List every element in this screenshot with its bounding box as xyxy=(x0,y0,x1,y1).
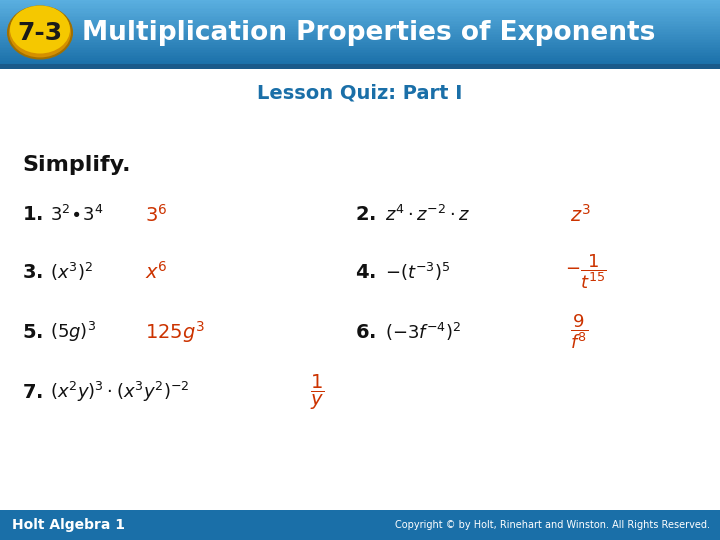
Bar xyxy=(0,8,720,10)
Text: $(5g)^3$: $(5g)^3$ xyxy=(50,320,96,344)
Bar xyxy=(0,58,720,60)
Text: $z^4 \cdot z^{-2} \cdot z$: $z^4 \cdot z^{-2} \cdot z$ xyxy=(385,205,470,225)
Bar xyxy=(0,53,720,55)
Bar xyxy=(0,9,720,11)
Bar xyxy=(0,42,720,44)
Text: $\mathbf{4.}$: $\mathbf{4.}$ xyxy=(355,262,376,281)
Bar xyxy=(0,3,720,5)
Text: $\dfrac{9}{f^8}$: $\dfrac{9}{f^8}$ xyxy=(570,313,588,352)
Bar xyxy=(0,40,720,42)
Text: $(-3f^{-4})^2$: $(-3f^{-4})^2$ xyxy=(385,321,462,343)
Bar xyxy=(0,6,720,8)
Text: $\mathbf{3.}$: $\mathbf{3.}$ xyxy=(22,262,43,281)
Text: 7-3: 7-3 xyxy=(17,21,63,44)
Bar xyxy=(0,11,720,13)
Bar xyxy=(0,35,720,37)
Text: $-\dfrac{1}{t^{15}}$: $-\dfrac{1}{t^{15}}$ xyxy=(565,253,607,292)
Text: $x^6$: $x^6$ xyxy=(145,261,168,283)
Bar xyxy=(0,21,720,23)
Bar xyxy=(0,24,720,26)
Bar xyxy=(0,43,720,45)
Text: $3^6$: $3^6$ xyxy=(145,204,167,226)
Text: Simplify.: Simplify. xyxy=(22,155,130,175)
Bar xyxy=(0,37,720,39)
Bar xyxy=(0,14,720,16)
Text: Multiplication Properties of Exponents: Multiplication Properties of Exponents xyxy=(82,19,655,45)
Text: $-(t^{-3})^5$: $-(t^{-3})^5$ xyxy=(385,261,451,283)
Text: $\mathbf{5.}$: $\mathbf{5.}$ xyxy=(22,322,43,341)
Text: $\mathbf{1.}$: $\mathbf{1.}$ xyxy=(22,206,43,225)
Text: Holt Algebra 1: Holt Algebra 1 xyxy=(12,518,125,532)
Bar xyxy=(0,33,720,36)
Bar xyxy=(0,25,720,28)
Text: $\mathbf{6.}$: $\mathbf{6.}$ xyxy=(355,322,376,341)
Bar xyxy=(0,56,720,58)
Bar xyxy=(0,45,720,47)
Bar xyxy=(0,64,720,69)
Text: $(x^3)^2$: $(x^3)^2$ xyxy=(50,261,93,283)
Text: $\mathbf{7.}$: $\mathbf{7.}$ xyxy=(22,382,43,402)
Bar xyxy=(0,29,720,31)
Bar xyxy=(0,61,720,63)
Text: $3^2\!\bullet\! 3^4$: $3^2\!\bullet\! 3^4$ xyxy=(50,205,104,225)
Text: Lesson Quiz: Part I: Lesson Quiz: Part I xyxy=(257,84,463,103)
Bar xyxy=(0,12,720,15)
Bar xyxy=(0,19,720,21)
Bar xyxy=(0,1,720,3)
Text: $125g^3$: $125g^3$ xyxy=(145,319,205,345)
Bar xyxy=(0,63,720,65)
Bar xyxy=(0,510,720,540)
Bar xyxy=(0,0,720,2)
Text: $\mathbf{2.}$: $\mathbf{2.}$ xyxy=(355,206,376,225)
Bar xyxy=(0,22,720,24)
Bar xyxy=(0,51,720,53)
Text: $z^3$: $z^3$ xyxy=(570,204,590,226)
Ellipse shape xyxy=(10,5,70,53)
Text: $(x^2y)^3 \cdot (x^3y^2)^{-2}$: $(x^2y)^3 \cdot (x^3y^2)^{-2}$ xyxy=(50,380,189,404)
Bar xyxy=(0,16,720,18)
Bar xyxy=(0,30,720,32)
Bar xyxy=(0,46,720,49)
Bar xyxy=(0,17,720,19)
Bar xyxy=(0,4,720,6)
Bar xyxy=(0,50,720,52)
Bar xyxy=(0,32,720,34)
Bar xyxy=(0,48,720,50)
Text: Copyright © by Holt, Rinehart and Winston. All Rights Reserved.: Copyright © by Holt, Rinehart and Winsto… xyxy=(395,520,710,530)
Text: $\dfrac{1}{y}$: $\dfrac{1}{y}$ xyxy=(310,373,325,411)
Bar xyxy=(0,27,720,29)
Bar xyxy=(0,55,720,57)
Ellipse shape xyxy=(8,6,72,58)
Bar xyxy=(0,59,720,62)
Bar xyxy=(0,38,720,40)
